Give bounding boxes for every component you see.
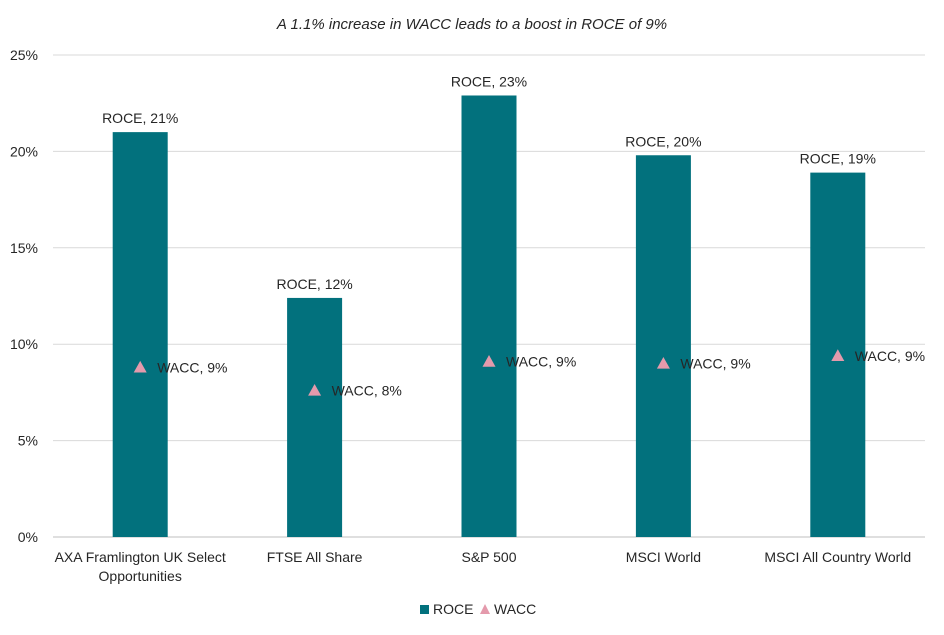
y-tick-label: 5% bbox=[18, 433, 38, 449]
x-category-label: MSCI World bbox=[626, 549, 701, 565]
wacc-marker bbox=[831, 349, 845, 361]
roce-data-label: ROCE, 19% bbox=[800, 151, 876, 167]
wacc-marker bbox=[308, 383, 322, 396]
roce-data-label: ROCE, 12% bbox=[276, 276, 352, 292]
data-labels: ROCE, 21% ROCE, 12% ROCE, 23% ROCE, 20% ROCE… bbox=[102, 73, 925, 398]
legend-wacc-marker bbox=[480, 604, 490, 614]
legend-wacc-label: WACC bbox=[494, 601, 536, 617]
wacc-data-label: WACC, 8% bbox=[332, 382, 402, 398]
x-axis-categories: AXA Framlington UK Select Opportunities FT… bbox=[55, 549, 912, 584]
wacc-marker bbox=[133, 360, 147, 373]
x-category-label: Opportunities bbox=[99, 568, 182, 584]
roce-bar bbox=[112, 132, 168, 537]
y-tick-label: 20% bbox=[10, 143, 38, 159]
roce-bars bbox=[112, 95, 866, 538]
y-tick-label: 15% bbox=[10, 240, 38, 256]
x-category-label: FTSE All Share bbox=[267, 549, 363, 565]
y-axis-ticks: 0% 5% 10% 15% 20% 25% bbox=[10, 47, 38, 545]
roce-data-label: ROCE, 21% bbox=[102, 110, 178, 126]
wacc-marker bbox=[656, 356, 670, 369]
roce-data-label: ROCE, 20% bbox=[625, 133, 701, 149]
wacc-data-label: WACC, 9% bbox=[506, 354, 576, 370]
wacc-marker bbox=[482, 355, 496, 367]
x-category-label: MSCI All Country World bbox=[764, 549, 911, 565]
wacc-data-label: WACC, 9% bbox=[680, 355, 750, 371]
wacc-data-label: WACC, 9% bbox=[157, 359, 227, 375]
roce-bar bbox=[635, 155, 691, 538]
wacc-data-label: WACC, 9% bbox=[855, 348, 925, 364]
y-tick-label: 25% bbox=[10, 47, 38, 63]
legend: ROCE WACC bbox=[420, 601, 536, 617]
roce-data-label: ROCE, 23% bbox=[451, 73, 527, 89]
y-tick-label: 0% bbox=[18, 529, 38, 545]
legend-roce-label: ROCE bbox=[433, 601, 473, 617]
x-category-label: AXA Framlington UK Select bbox=[55, 549, 226, 565]
y-tick-label: 10% bbox=[10, 336, 38, 352]
chart-title: A 1.1% increase in WACC leads to a boost… bbox=[276, 16, 667, 33]
x-category-label: S&P 500 bbox=[461, 549, 516, 565]
wacc-markers bbox=[133, 349, 845, 396]
roce-bar bbox=[287, 297, 343, 537]
roce-bar bbox=[461, 95, 517, 537]
legend-roce-swatch bbox=[420, 605, 429, 614]
